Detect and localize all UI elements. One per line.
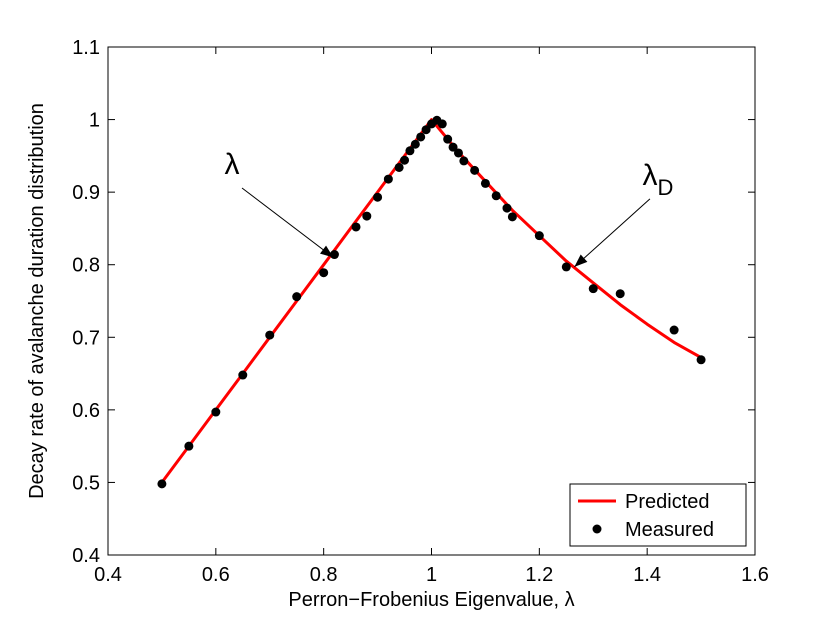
legend-swatch-measured [592,524,602,534]
y-axis-label: Decay rate of avalanche duration distrib… [26,103,48,499]
x-tick-label: 1.4 [633,564,661,586]
legend-label-predicted: Predicted [625,491,710,513]
x-tick-label: 0.8 [310,564,338,586]
y-tick-label: 1 [89,110,100,132]
x-tick-label: 0.4 [94,564,122,586]
x-tick-labels: 0.4 0.6 0.8 1 1.2 1.4 1.6 [94,564,769,586]
y-tick-label: 1.1 [72,37,100,59]
legend: Predicted Measured [569,483,747,547]
measured-point [157,479,167,489]
measured-point [491,191,501,201]
measured-point [453,148,463,158]
annotation-label: λ [225,148,240,181]
y-tick-label: 0.6 [72,400,100,422]
y-tick-labels: 0.4 0.5 0.6 0.7 0.8 0.9 1 1.1 [72,37,100,567]
measured-point [470,165,480,175]
y-tick-label: 0.8 [72,255,100,277]
measured-point [534,231,544,241]
plot-area [108,47,755,555]
measured-point [292,292,302,302]
measured-point [502,203,512,213]
measured-point [211,407,221,417]
measured-point [184,441,194,451]
annotation-arrow-head [574,254,588,267]
x-axis-label: Perron−Frobenius Eigenvalue, λ [288,589,574,611]
y-tick-label: 0.9 [72,182,100,204]
measured-point [383,174,393,184]
measured-point [615,289,625,299]
x-tick-label: 1.6 [741,564,769,586]
measured-point [410,139,420,149]
measured-point [400,155,410,165]
measured-point [588,284,598,294]
measured-point [443,134,453,144]
legend-box [569,483,747,547]
measured-point [696,355,706,365]
x-tick-label: 0.6 [202,564,230,586]
measured-point [405,146,415,156]
measured-point [459,156,469,166]
annotation-arrow-head [319,245,334,258]
measured-point [319,268,329,278]
annotations: λ λD [225,148,674,268]
legend-label-measured: Measured [625,519,714,541]
measured-point [362,211,372,221]
y-tick-label: 0.5 [72,472,100,494]
measured-point [373,192,383,202]
measured-point [507,212,517,222]
measured-point [416,132,426,142]
measured-point [480,178,490,188]
measured-point [351,222,361,232]
y-tick-label: 0.4 [72,545,100,567]
x-tick-label: 1 [426,564,437,586]
y-tick-label: 0.7 [72,327,100,349]
annotation-label: λD [643,159,674,200]
measured-point [394,162,404,172]
annotation-arrow-shaft [241,187,334,258]
measured-point [265,330,275,340]
measured-point [238,370,248,380]
measured-point [561,262,571,272]
measured-point [421,125,431,135]
x-tick-label: 1.2 [525,564,553,586]
annotation-arrow-shaft [574,198,651,268]
measured-point [437,119,447,129]
measured-point [669,325,679,335]
measured-point [448,142,458,152]
plot-frame [107,46,756,556]
